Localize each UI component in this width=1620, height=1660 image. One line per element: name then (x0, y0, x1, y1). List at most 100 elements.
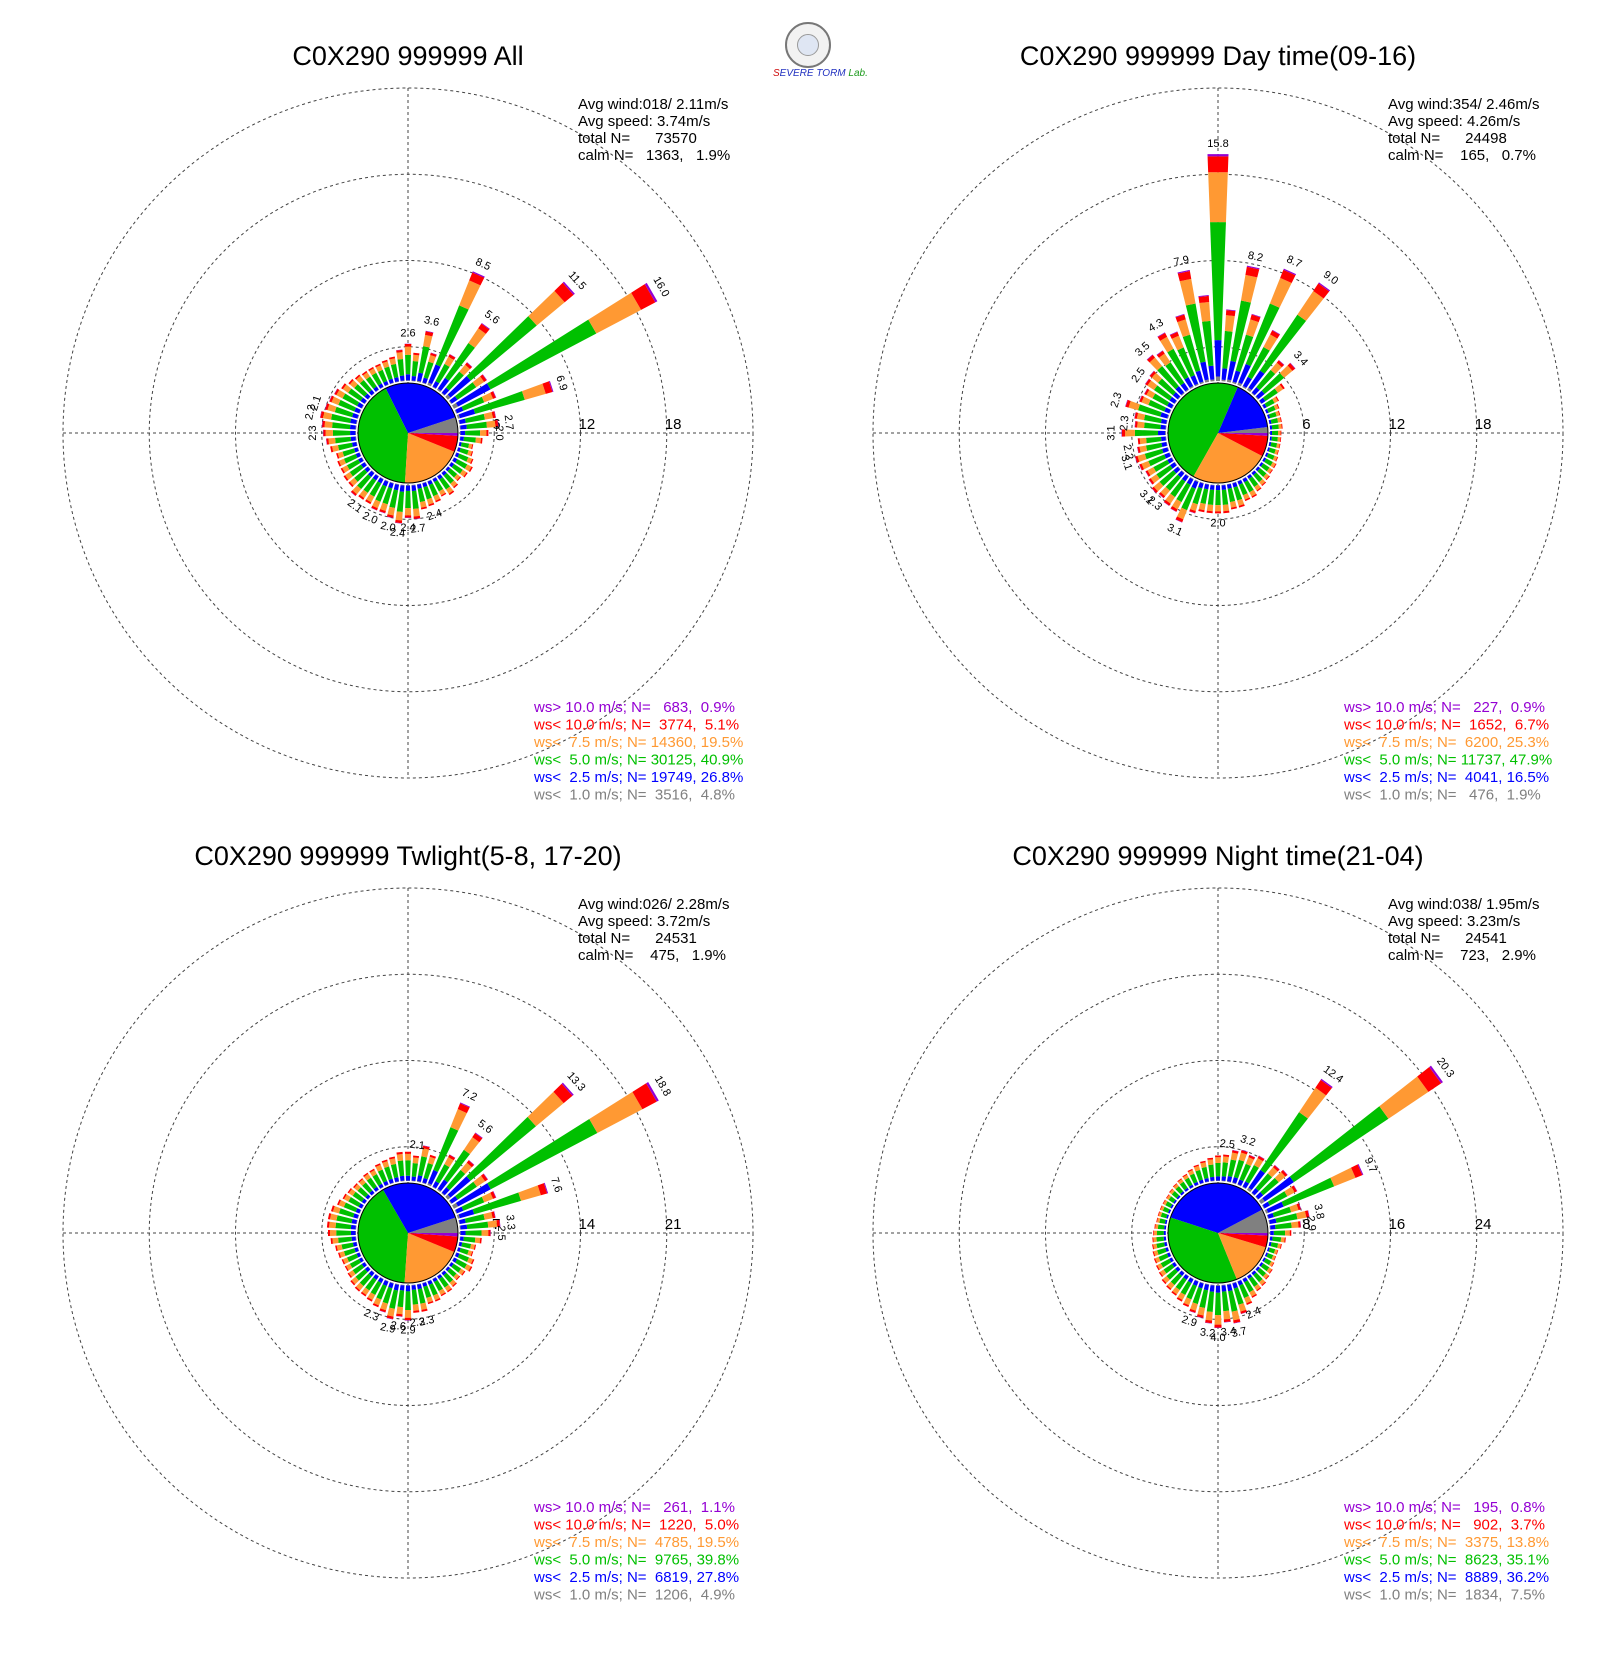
bar-value-label: 15.8 (1207, 138, 1228, 150)
sector-bar-segment (1188, 1170, 1195, 1176)
sector-bar-segment (455, 459, 468, 469)
sector-bar-segment (1166, 441, 1168, 446)
sector-bar-segment (1177, 1292, 1186, 1301)
sector-bar-segment (1269, 425, 1273, 430)
sector-bar-segment (1163, 1225, 1167, 1230)
sector-bar-segment (1242, 477, 1246, 480)
sector-bar-segment (1221, 379, 1226, 382)
sector-bar-segment (1158, 1271, 1164, 1277)
sector-bar-segment (459, 1236, 461, 1241)
sector-bar-segment (472, 271, 485, 278)
sector-bar-segment (367, 1292, 376, 1301)
sector-bar-segment (1262, 1201, 1270, 1209)
sector-bar-segment (1237, 479, 1242, 482)
sector-bar-segment (460, 424, 467, 430)
sector-bar-segment (1200, 361, 1209, 381)
sector-bar-segment (447, 376, 471, 398)
sector-bar-segment (405, 374, 411, 381)
sector-bar-segment (1137, 438, 1141, 445)
sector-bar-segment (1198, 509, 1205, 513)
sector-bar-segment (353, 1183, 358, 1189)
bar-value-label: 3.1 (1165, 522, 1184, 539)
sector-bar-segment (1139, 445, 1148, 453)
sector-bar-segment (361, 1257, 364, 1261)
sector-bar-segment (436, 1273, 441, 1277)
sector-bar-segment (411, 485, 417, 492)
sector-bar-segment (1284, 1237, 1286, 1243)
sector-bar-segment (361, 1205, 364, 1209)
sector-bar-segment (1189, 511, 1196, 514)
sector-bar-segment (1266, 1253, 1274, 1260)
sector-bar-segment (1161, 1279, 1167, 1285)
sector-bar-segment (1268, 1241, 1272, 1247)
sector-bar-segment (1281, 1177, 1335, 1207)
bar-value-label: 2.3 (362, 1307, 381, 1324)
sector-bar-segment (324, 403, 328, 410)
sector-bar-segment (1158, 353, 1171, 366)
sector-bar-segment (413, 1155, 420, 1158)
sector-bar-segment (365, 1277, 377, 1291)
sector-bar-segment (329, 1230, 337, 1236)
sector-bar-segment (1164, 1219, 1168, 1225)
sector-bar-segment (378, 1183, 384, 1189)
sector-bar-segment (1357, 1163, 1364, 1176)
pie-slice (408, 1233, 458, 1253)
sector-bar-segment (351, 441, 358, 447)
sector-bar-segment (1174, 400, 1178, 405)
sector-bar-segment (337, 1199, 341, 1206)
sector-bar-segment (1246, 1273, 1251, 1277)
sector-bar-segment (456, 414, 460, 419)
sector-bar-segment (327, 1213, 332, 1220)
sector-bar-segment (1237, 498, 1245, 506)
sector-bar-segment (359, 489, 368, 499)
sector-bar-segment (354, 1247, 359, 1253)
sector-bar-segment (432, 1186, 437, 1189)
sector-bar-segment (426, 497, 434, 505)
sector-bar-segment (1269, 436, 1272, 441)
sector-bar-segment (422, 382, 427, 385)
sector-bar-segment (427, 1280, 433, 1285)
sector-bar-segment (1224, 315, 1235, 332)
stat-calm: calm N= 723, 2.9% (1388, 947, 1536, 964)
sector-bar-segment (377, 1277, 384, 1284)
sector-bar-segment (405, 1175, 411, 1181)
sector-bar-segment (1199, 1281, 1204, 1284)
sector-bar-segment (1176, 482, 1191, 503)
sector-bar-segment (588, 292, 642, 334)
sector-bar-segment (452, 1202, 459, 1209)
sector-bar-segment (1222, 330, 1233, 369)
sector-bar-segment (1171, 457, 1174, 461)
sector-bar-segment (1296, 1211, 1307, 1220)
pie-outline (357, 382, 459, 484)
sector-bar-segment (329, 1213, 338, 1221)
sector-bar-segment (1192, 487, 1203, 505)
sector-bar-segment (342, 448, 356, 457)
sector-bar-segment (1269, 1269, 1273, 1274)
sector-bar-segment (1265, 475, 1270, 481)
sector-bar-segment (1160, 1205, 1165, 1211)
sector-bar-segment (1139, 464, 1142, 471)
sector-bar-segment (1152, 393, 1170, 407)
sector-bar-segment (328, 1229, 330, 1237)
sector-bar-segment (1274, 1171, 1286, 1183)
sector-bar-segment (1269, 277, 1292, 308)
stat-calm: calm N= 165, 0.7% (1388, 147, 1536, 164)
sector-bar-segment (423, 485, 432, 500)
sector-bar-segment (466, 362, 473, 368)
sector-bar-segment (411, 1285, 417, 1290)
sector-bar-segment (1222, 1156, 1229, 1163)
sector-bar-segment (423, 1285, 432, 1298)
wind-rose-svg: C0X290 999999 Day time(09-16) 6 12 18 Avg wi… (872, 41, 1564, 804)
sector-bar-segment (444, 1284, 452, 1292)
sector-bar-segment (1197, 1306, 1205, 1316)
sector-bar-segment (482, 374, 488, 381)
sector-bar-segment (382, 1161, 390, 1168)
sector-bar-segment (422, 1282, 428, 1287)
sector-bar-segment (380, 1186, 384, 1189)
sector-bar-segment (1278, 430, 1281, 436)
sector-bar-segment (1221, 485, 1227, 491)
sector-bar-segment (454, 409, 458, 414)
sector-bar-segment (1290, 362, 1296, 369)
bar-value-label: 3.8 (1311, 1203, 1326, 1220)
bar-value-label: 2.4 (389, 526, 405, 540)
